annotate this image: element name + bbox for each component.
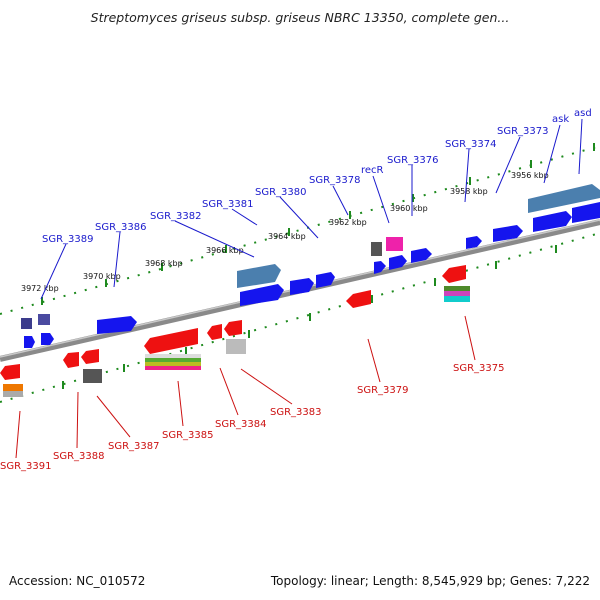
- gene-arrow: [533, 211, 572, 232]
- gene-block: [444, 286, 470, 291]
- gene-arrow: [97, 316, 137, 334]
- gene-block: [145, 358, 201, 362]
- gene-label: SGR_3388: [53, 451, 105, 462]
- gene-label: SGR_3387: [108, 441, 160, 452]
- gene-label: SGR_3373: [497, 126, 549, 137]
- gene-block: [145, 366, 201, 370]
- top-leader-lines: [40, 118, 583, 300]
- gene-block: [21, 318, 32, 329]
- gene-arrow: [493, 225, 523, 242]
- kbp-label: 3970 kbp: [83, 272, 121, 281]
- gene-label: SGR_3374: [445, 139, 497, 150]
- gene-label: SGR_3385: [162, 430, 214, 441]
- kbp-label: 3960 kbp: [390, 204, 428, 213]
- gene-arrow: [63, 352, 79, 368]
- gene-arrow: [24, 336, 35, 348]
- diagram-title: Streptomyces griseus subsp. griseus NBRC…: [90, 10, 510, 25]
- bottom-leader-lines: [15, 315, 476, 459]
- gene-label: SGR_3379: [357, 385, 409, 396]
- kbp-label: 3966 kbp: [206, 246, 244, 255]
- reverse-genes: [0, 265, 470, 397]
- gene-label: ask: [552, 114, 569, 125]
- gene-arrow: [237, 264, 281, 288]
- gene-block: [145, 362, 201, 366]
- kbp-label: 3964 kbp: [268, 232, 306, 241]
- gene-block: [38, 314, 50, 325]
- gene-arrow: [316, 272, 335, 288]
- gene-label: SGR_3386: [95, 222, 147, 233]
- gene-label: SGR_3381: [202, 199, 254, 210]
- kbp-label: 3962 kbp: [329, 218, 367, 227]
- gene-arrow: [528, 184, 600, 213]
- gene-label: asd: [574, 108, 592, 119]
- gene-block: [226, 339, 246, 354]
- gene-block: [371, 242, 382, 256]
- gene-block: [145, 354, 201, 358]
- gene-arrow: [411, 248, 432, 263]
- gene-label: SGR_3376: [387, 155, 439, 166]
- genome-summary-text: Topology: linear; Length: 8,545,929 bp; …: [270, 574, 590, 588]
- kbp-label: 3958 kbp: [450, 187, 488, 196]
- kbp-label: 3972 kbp: [21, 284, 59, 293]
- gene-arrow: [346, 290, 371, 308]
- gene-block: [83, 369, 102, 383]
- gene-block: [3, 384, 23, 391]
- upper-major-ticks: [41, 143, 595, 305]
- gene-arrow: [240, 284, 284, 306]
- kbp-label: 3968 kbp: [145, 259, 183, 268]
- gene-arrow: [389, 255, 407, 270]
- gene-block: [386, 237, 403, 251]
- gene-arrow: [442, 265, 466, 283]
- gene-label: SGR_3383: [270, 407, 322, 418]
- forward-genes: [21, 184, 600, 348]
- gene-arrow: [0, 364, 20, 380]
- gene-arrow: [290, 278, 314, 295]
- gene-arrow: [207, 324, 222, 340]
- gene-label: SGR_3389: [42, 234, 94, 245]
- gene-label: SGR_3384: [215, 419, 267, 430]
- gene-label: SGR_3391: [0, 461, 52, 472]
- kbp-label: 3956 kbp: [511, 171, 549, 180]
- gene-arrow: [466, 236, 482, 249]
- gene-arrow: [572, 202, 600, 223]
- accession-text: Accession: NC_010572: [9, 574, 146, 588]
- lower-major-ticks: [62, 245, 557, 389]
- gene-label: SGR_3380: [255, 187, 307, 198]
- gene-block: [444, 291, 470, 296]
- gene-label: recR: [361, 165, 384, 176]
- gene-arrow: [144, 328, 198, 354]
- gene-arrow: [224, 320, 242, 336]
- gene-label: SGR_3378: [309, 175, 361, 186]
- gene-arrow: [81, 349, 99, 364]
- gene-label: SGR_3375: [453, 363, 505, 374]
- gene-arrow: [41, 333, 54, 345]
- gene-block: [444, 296, 470, 302]
- gene-label: SGR_3382: [150, 211, 202, 222]
- gene-arrow: [374, 261, 386, 274]
- gene-block: [3, 391, 23, 397]
